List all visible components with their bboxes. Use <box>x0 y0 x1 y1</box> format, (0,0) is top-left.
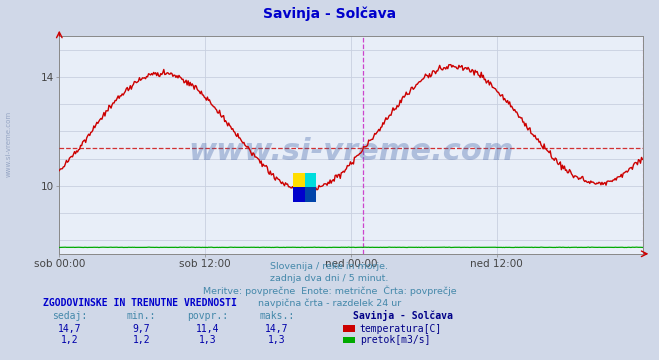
Text: navpična črta - razdelek 24 ur: navpična črta - razdelek 24 ur <box>258 298 401 308</box>
Text: Meritve: povprečne  Enote: metrične  Črta: povprečje: Meritve: povprečne Enote: metrične Črta:… <box>203 285 456 296</box>
Text: zadnja dva dni / 5 minut.: zadnja dva dni / 5 minut. <box>270 274 389 283</box>
Text: pretok[m3/s]: pretok[m3/s] <box>360 335 430 345</box>
Text: Savinja - Solčava: Savinja - Solčava <box>263 6 396 21</box>
Text: 1,3: 1,3 <box>199 335 216 345</box>
Bar <box>304 187 316 202</box>
Bar <box>293 173 304 187</box>
Text: 11,4: 11,4 <box>196 324 219 334</box>
Text: maks.:: maks.: <box>259 311 295 321</box>
Bar <box>293 187 304 202</box>
Text: Savinja - Solčava: Savinja - Solčava <box>353 310 453 321</box>
Text: 14,7: 14,7 <box>57 324 81 334</box>
Text: temperatura[C]: temperatura[C] <box>360 324 442 334</box>
Text: Slovenija / reke in morje.: Slovenija / reke in morje. <box>270 262 389 271</box>
Text: 9,7: 9,7 <box>133 324 150 334</box>
Text: 1,3: 1,3 <box>268 335 285 345</box>
Text: www.si-vreme.com: www.si-vreme.com <box>5 111 12 177</box>
Bar <box>304 173 316 187</box>
Text: 14,7: 14,7 <box>265 324 289 334</box>
Text: 1,2: 1,2 <box>61 335 78 345</box>
Text: ZGODOVINSKE IN TRENUTNE VREDNOSTI: ZGODOVINSKE IN TRENUTNE VREDNOSTI <box>43 298 237 309</box>
Text: sedaj:: sedaj: <box>51 311 87 321</box>
Text: www.si-vreme.com: www.si-vreme.com <box>188 137 514 166</box>
Text: 1,2: 1,2 <box>133 335 150 345</box>
Text: min.:: min.: <box>127 311 156 321</box>
Text: povpr.:: povpr.: <box>187 311 228 321</box>
